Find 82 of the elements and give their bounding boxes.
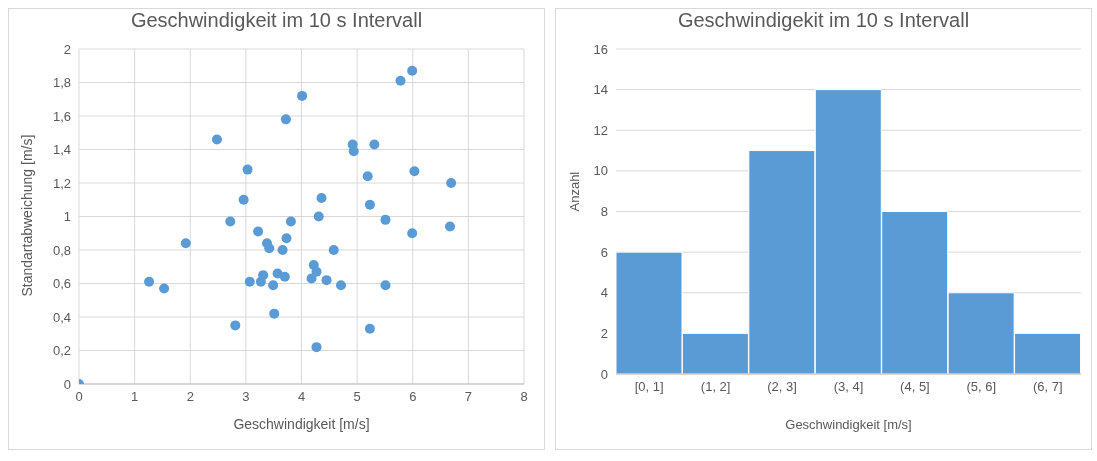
x-tick-label: (4, 5] bbox=[900, 379, 930, 395]
chart-title: Geschwindigekit im 10 s Intervall bbox=[676, 9, 971, 33]
y-tick-label: 16 bbox=[593, 41, 608, 57]
y-tick-label: 2 bbox=[63, 41, 71, 57]
x-tick-label: 8 bbox=[520, 389, 528, 405]
y-tick-label: 1,8 bbox=[52, 75, 71, 91]
point bbox=[395, 75, 406, 86]
point bbox=[277, 245, 288, 255]
point bbox=[407, 65, 418, 76]
y-tick-label: 2 bbox=[600, 325, 608, 341]
y-tick-label: 1,4 bbox=[52, 142, 71, 158]
point bbox=[316, 193, 327, 204]
x-tick-label: 7 bbox=[464, 389, 472, 405]
point bbox=[211, 134, 222, 145]
point bbox=[281, 233, 292, 244]
x-tick-label: (6, 7] bbox=[1032, 379, 1063, 395]
point bbox=[279, 271, 290, 282]
point bbox=[225, 216, 236, 227]
y-tick-label: 1,6 bbox=[52, 108, 71, 124]
y-axis-title: Standartabweichung [m/s] bbox=[18, 134, 35, 297]
y-tick-label: 0,2 bbox=[52, 343, 71, 359]
chart-title: Geschwindigkeit im 10 s Intervall bbox=[129, 9, 424, 33]
x-tick-label: 3 bbox=[242, 389, 250, 405]
point bbox=[328, 245, 339, 255]
x-axis-title: Geschwindigkeit [m/s] bbox=[785, 417, 912, 432]
point bbox=[369, 139, 380, 150]
point bbox=[407, 228, 418, 239]
x-tick-label: 5 bbox=[353, 389, 361, 405]
point bbox=[238, 194, 249, 205]
point bbox=[313, 211, 324, 222]
y-tick-label: 12 bbox=[593, 122, 608, 138]
point bbox=[258, 270, 269, 281]
point bbox=[268, 280, 279, 291]
y-tick-label: 0,6 bbox=[52, 276, 71, 292]
x-tick-label: (3, 4] bbox=[833, 379, 864, 395]
point bbox=[446, 178, 457, 188]
point bbox=[285, 216, 296, 227]
point bbox=[297, 90, 308, 101]
point bbox=[335, 280, 346, 291]
point bbox=[306, 273, 317, 284]
point bbox=[362, 171, 373, 182]
y-tick-label: 6 bbox=[600, 244, 608, 260]
point bbox=[159, 283, 170, 294]
point bbox=[380, 280, 391, 291]
y-tick-label: 1 bbox=[63, 209, 71, 225]
point bbox=[445, 221, 456, 232]
y-tick-label: 8 bbox=[600, 204, 608, 220]
x-tick-label: 6 bbox=[409, 389, 417, 405]
x-tick-label: (5, 6] bbox=[966, 379, 997, 395]
point bbox=[253, 226, 264, 237]
y-tick-label: 0,4 bbox=[52, 309, 71, 325]
x-tick-label: (2, 3] bbox=[767, 379, 797, 395]
y-tick-label: 0,8 bbox=[52, 242, 71, 258]
x-tick-label: 0 bbox=[75, 389, 83, 405]
x-axis-title: Geschwindigkeit [m/s] bbox=[233, 416, 370, 432]
point bbox=[364, 323, 375, 334]
y-tick-label: 10 bbox=[593, 163, 608, 179]
y-tick-label: 14 bbox=[593, 82, 608, 98]
point bbox=[311, 342, 322, 353]
x-tick-label: 1 bbox=[131, 389, 139, 405]
point bbox=[264, 243, 275, 254]
point bbox=[321, 275, 332, 286]
point bbox=[364, 199, 375, 210]
point bbox=[242, 164, 253, 175]
y-tick-label: 0 bbox=[600, 366, 608, 382]
x-tick-label: 2 bbox=[186, 389, 194, 405]
point bbox=[409, 166, 420, 177]
point bbox=[269, 308, 280, 319]
point bbox=[311, 266, 322, 277]
y-tick-label: 1,2 bbox=[52, 175, 71, 191]
point bbox=[348, 146, 359, 157]
y-tick-label: 4 bbox=[600, 285, 608, 301]
point bbox=[180, 238, 191, 249]
x-tick-label: 4 bbox=[297, 389, 306, 405]
point bbox=[144, 276, 155, 287]
x-tick-label: (1, 2] bbox=[700, 379, 731, 395]
y-axis-title: Anzahl bbox=[566, 171, 582, 212]
point bbox=[280, 114, 291, 125]
x-tick-label: [0, 1] bbox=[634, 379, 664, 395]
point bbox=[244, 276, 255, 287]
point bbox=[380, 214, 391, 225]
point bbox=[230, 320, 241, 331]
